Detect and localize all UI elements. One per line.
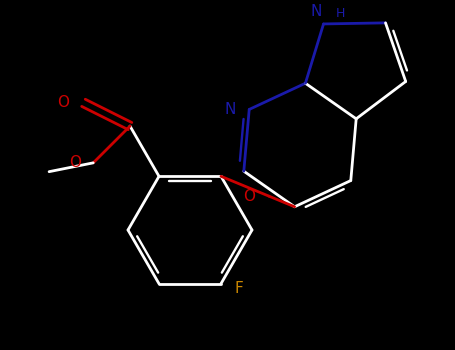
Text: H: H bbox=[335, 7, 345, 20]
Text: O: O bbox=[57, 95, 70, 110]
Text: N: N bbox=[225, 102, 236, 117]
Text: F: F bbox=[235, 281, 243, 296]
Text: O: O bbox=[69, 155, 81, 170]
Text: O: O bbox=[243, 189, 255, 204]
Text: N: N bbox=[310, 5, 322, 20]
